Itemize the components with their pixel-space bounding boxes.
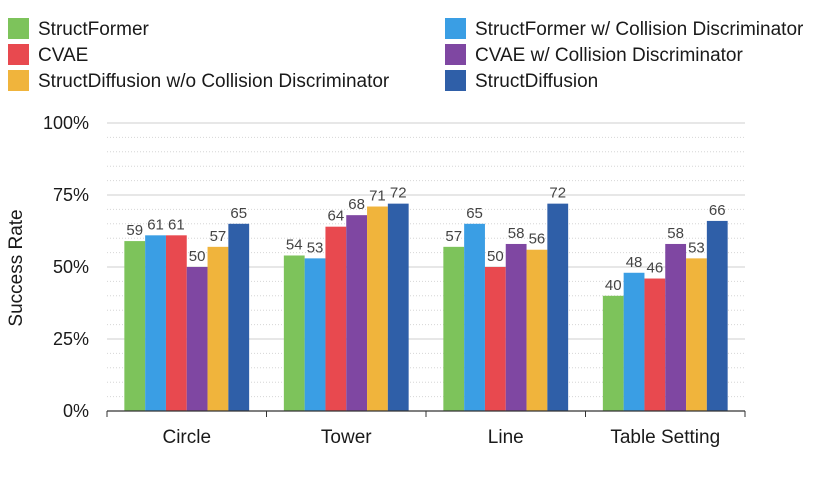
y-tick-label: 0%	[63, 401, 89, 421]
data-label: 40	[605, 277, 622, 294]
data-label: 72	[390, 185, 407, 202]
bar	[686, 258, 707, 411]
bar	[547, 203, 569, 411]
data-label: 58	[508, 225, 525, 242]
legend-label: CVAE w/ Collision Discriminator	[475, 45, 743, 66]
legend-swatch	[445, 70, 466, 91]
data-label: 50	[189, 248, 206, 265]
data-label: 61	[168, 216, 185, 233]
y-tick-label: 75%	[53, 185, 89, 205]
axes: 0% 25% 50% 75% 100% Circle Tower Line Table Sett…	[43, 113, 746, 448]
data-label: 58	[667, 225, 684, 242]
bar	[283, 255, 305, 411]
y-tick-label: 50%	[53, 257, 89, 277]
data-label: 53	[307, 239, 324, 256]
bar	[325, 226, 347, 411]
bar	[304, 258, 326, 411]
legend-label: StructFormer w/ Collision Discriminator	[475, 19, 804, 40]
x-tick-label: Table Setting	[610, 427, 720, 448]
data-label: 65	[230, 205, 247, 222]
data-label: 72	[549, 185, 566, 202]
x-tick-label: Line	[488, 427, 524, 448]
data-label: 59	[126, 222, 143, 239]
legend-swatch	[445, 18, 466, 39]
legend-swatch	[8, 18, 29, 39]
bar	[228, 223, 250, 411]
bar	[346, 215, 368, 411]
bar	[602, 295, 624, 411]
legend-swatch	[8, 44, 29, 65]
data-label: 71	[369, 188, 386, 205]
data-label: 48	[626, 254, 643, 271]
legend-label: CVAE	[38, 45, 88, 66]
y-axis-label: Success Rate	[6, 209, 27, 326]
data-label: 46	[647, 260, 664, 277]
bar	[526, 249, 548, 411]
legend-label: StructDiffusion	[475, 71, 598, 92]
bar	[145, 235, 166, 411]
bar	[623, 272, 645, 411]
bar	[124, 241, 146, 411]
bar	[484, 267, 506, 411]
legend: StructFormer CVAE StructDiffusion w/o Coll…	[8, 18, 804, 92]
bar	[505, 243, 527, 411]
legend-swatch	[8, 70, 29, 91]
bar	[186, 267, 208, 411]
bar	[387, 203, 409, 411]
data-label: 61	[147, 216, 164, 233]
data-label: 64	[328, 208, 345, 225]
data-label: 68	[348, 196, 365, 213]
data-label: 54	[286, 236, 303, 253]
x-tick-label: Circle	[162, 427, 211, 448]
legend-label: StructDiffusion w/o Collision Discrimina…	[38, 71, 390, 92]
data-label: 50	[487, 248, 504, 265]
bar	[443, 246, 465, 411]
bar	[165, 235, 187, 411]
bar	[644, 278, 666, 411]
bars	[124, 203, 728, 411]
data-label: 56	[529, 231, 546, 248]
bar	[665, 243, 687, 411]
bar	[367, 206, 388, 411]
data-label: 57	[445, 228, 462, 245]
legend-swatch	[445, 44, 466, 65]
x-tick-label: Tower	[321, 427, 372, 448]
data-label: 57	[210, 228, 227, 245]
legend-label: StructFormer	[38, 19, 150, 40]
bar	[207, 246, 229, 411]
data-label: 65	[466, 205, 483, 222]
data-label: 53	[688, 239, 705, 256]
bar	[464, 223, 485, 411]
y-tick-label: 25%	[53, 329, 89, 349]
y-tick-label: 100%	[43, 113, 89, 133]
data-label: 66	[709, 202, 726, 219]
bar	[706, 220, 728, 411]
